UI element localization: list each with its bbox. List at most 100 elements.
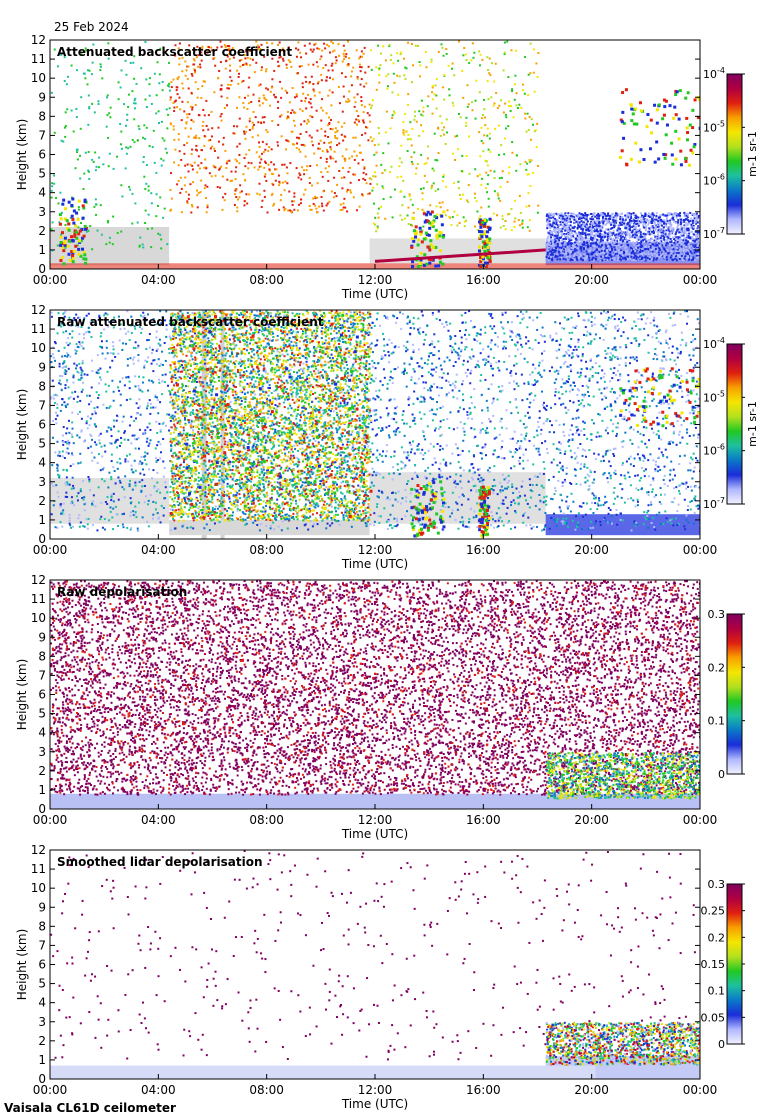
y-tick-label: 12 — [31, 303, 46, 317]
y-tick-label: 3 — [38, 205, 46, 219]
y-tick-label: 4 — [38, 456, 46, 470]
x-tick-label: 20:00 — [574, 813, 609, 827]
heatmap-area — [50, 40, 700, 269]
feature-upper-cloud — [618, 88, 700, 167]
y-tick-label: 11 — [31, 322, 46, 336]
y-tick-label: 9 — [38, 90, 46, 104]
y-tick-label: 6 — [38, 688, 46, 702]
y-tick-label: 9 — [38, 360, 46, 374]
x-tick-label: 04:00 — [141, 813, 176, 827]
colorbar-tick-label: 10-5 — [703, 389, 725, 404]
y-tick-label: 8 — [38, 109, 46, 123]
y-tick-label: 0 — [38, 262, 46, 276]
instrument-label: Vaisala CL61D ceilometer — [4, 1101, 176, 1115]
x-tick-label: 00:00 — [33, 273, 68, 287]
y-tick-label: 7 — [38, 398, 46, 412]
colorbar-units: m-1 sr-1 — [746, 401, 759, 447]
x-tick-label: 12:00 — [358, 1083, 393, 1097]
panel-4: Smoothed lidar depolarisation01234567891… — [15, 843, 717, 1111]
feature-cloud — [410, 480, 446, 538]
y-tick-label: 2 — [38, 224, 46, 238]
x-tick-label: 12:00 — [358, 813, 393, 827]
x-tick-label: 20:00 — [574, 1083, 609, 1097]
heatmap-area — [50, 850, 700, 1079]
y-tick-label: 6 — [38, 418, 46, 432]
colorbar-tick-label: 10-4 — [703, 66, 725, 81]
y-tick-label: 12 — [31, 843, 46, 857]
colorbar: 0.3 0.2 0.1 0 — [708, 608, 745, 781]
y-tick-label: 3 — [38, 745, 46, 759]
y-tick-label: 7 — [38, 668, 46, 682]
y-axis-label: Height (km) — [15, 659, 29, 730]
y-tick-label: 4 — [38, 186, 46, 200]
y-tick-label: 0 — [38, 802, 46, 816]
y-tick-label: 11 — [31, 52, 46, 66]
x-tick-label: 00:00 — [683, 273, 718, 287]
x-tick-label: 04:00 — [141, 273, 176, 287]
x-tick-label: 00:00 — [33, 543, 68, 557]
panel-title: Smoothed lidar depolarisation — [57, 855, 263, 869]
colorbar-units: m-1 sr-1 — [746, 131, 759, 177]
y-tick-label: 12 — [31, 33, 46, 47]
colorbar: 10-4 10-5 10-6 10-7 m-1 sr-1 — [703, 336, 759, 511]
y-tick-label: 9 — [38, 900, 46, 914]
colorbar-gradient — [726, 73, 743, 235]
x-tick-label: 12:00 — [358, 273, 393, 287]
x-tick-label: 08:00 — [249, 273, 284, 287]
y-tick-label: 9 — [38, 630, 46, 644]
y-tick-label: 6 — [38, 148, 46, 162]
panel-2: Raw attenuated backscatter coefficient 0 1… — [15, 303, 717, 571]
colorbar-gradient — [726, 613, 743, 775]
x-tick-label: 16:00 — [466, 813, 501, 827]
colorbar-tick-label: 0.3 — [708, 878, 726, 891]
colorbar-tick-label: 10-4 — [703, 336, 725, 351]
colorbar-gradient — [726, 883, 743, 1045]
y-tick-label: 5 — [38, 707, 46, 721]
feature-cloud — [58, 197, 88, 266]
x-tick-label: 08:00 — [249, 813, 284, 827]
x-tick-label: 20:00 — [574, 273, 609, 287]
y-tick-label: 3 — [38, 1015, 46, 1029]
y-tick-label: 6 — [38, 958, 46, 972]
y-tick-label: 12 — [31, 573, 46, 587]
y-tick-label: 11 — [31, 862, 46, 876]
colorbar: 10-4 10-5 10-6 10-7 m-1 sr-1 — [703, 66, 759, 241]
feature-high-solar-noise — [169, 310, 373, 519]
feature-upper-cloud — [619, 367, 700, 428]
y-tick-label: 7 — [38, 938, 46, 952]
y-axis-label: Height (km) — [15, 929, 29, 1000]
colorbar-tick-label: 0.05 — [701, 1011, 726, 1024]
y-tick-label: 2 — [38, 764, 46, 778]
y-tick-label: 10 — [31, 881, 46, 895]
y-tick-label: 11 — [31, 592, 46, 606]
panel-title: Attenuated backscatter coefficient — [57, 45, 292, 59]
y-tick-label: 0 — [38, 1072, 46, 1086]
colorbar-tick-label: 10-6 — [703, 173, 725, 188]
x-axis-label: Time (UTC) — [341, 557, 408, 571]
x-tick-label: 04:00 — [141, 1083, 176, 1097]
x-tick-label: 08:00 — [249, 543, 284, 557]
colorbar-tick-label: 0.1 — [708, 985, 726, 998]
y-axis-label: Height (km) — [15, 119, 29, 190]
y-tick-label: 1 — [38, 513, 46, 527]
x-tick-label: 16:00 — [466, 1083, 501, 1097]
y-tick-label: 2 — [38, 1034, 46, 1048]
colorbar-tick-label: 0.1 — [708, 715, 726, 728]
y-tick-label: 5 — [38, 437, 46, 451]
colorbar-tick-label: 0.2 — [708, 661, 726, 674]
y-tick-label: 4 — [38, 726, 46, 740]
feature-cloud — [477, 485, 491, 538]
panel-1: Attenuated backscatter coefficient012345… — [15, 33, 717, 301]
colorbar-tick-label: 0.3 — [708, 608, 726, 621]
y-tick-label: 10 — [31, 71, 46, 85]
y-tick-label: 2 — [38, 494, 46, 508]
colorbar: 0.3 0.25 0.2 0.15 0.1 0.05 0 — [701, 878, 745, 1051]
y-tick-label: 3 — [38, 475, 46, 489]
y-tick-label: 10 — [31, 341, 46, 355]
x-tick-label: 20:00 — [574, 543, 609, 557]
colorbar-tick-label: 10-6 — [703, 443, 725, 458]
x-tick-label: 00:00 — [33, 813, 68, 827]
x-tick-label: 00:00 — [683, 1083, 718, 1097]
